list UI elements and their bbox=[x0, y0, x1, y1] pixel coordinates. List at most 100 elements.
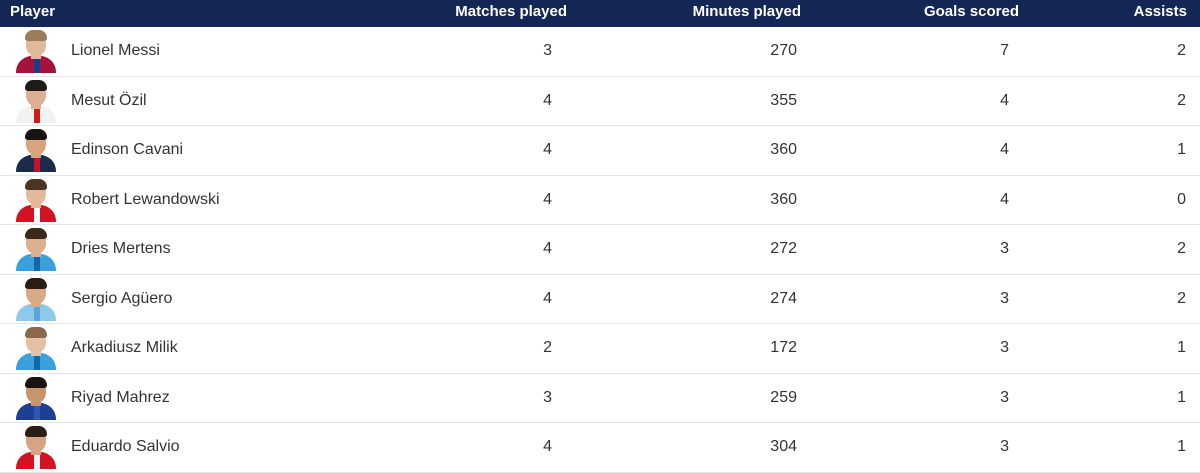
matches-played-value: 3 bbox=[543, 42, 552, 60]
shirt-shape bbox=[16, 303, 56, 321]
matches-played-value: 2 bbox=[543, 339, 552, 357]
table-row[interactable]: Edinson Cavani 4 360 4 1 bbox=[0, 126, 1200, 176]
matches-played-value: 4 bbox=[543, 438, 552, 456]
matches-played-value: 4 bbox=[543, 289, 552, 307]
matches-played-value: 3 bbox=[543, 388, 552, 406]
header-matches-played[interactable]: Matches played bbox=[455, 3, 567, 20]
header-assists[interactable]: Assists bbox=[1133, 3, 1187, 20]
neck-shape bbox=[31, 251, 41, 258]
neck-shape bbox=[31, 53, 41, 60]
matches-played-value: 4 bbox=[543, 91, 552, 109]
table-header: Player Matches played Minutes played Goa… bbox=[0, 0, 1200, 27]
player-name[interactable]: Edinson Cavani bbox=[71, 141, 184, 159]
avatar-cell bbox=[14, 275, 58, 324]
assists-value: 1 bbox=[1177, 339, 1186, 357]
player-name[interactable]: Riyad Mahrez bbox=[71, 388, 170, 406]
neck-shape bbox=[31, 201, 41, 208]
player-name[interactable]: Dries Mertens bbox=[71, 240, 171, 258]
player-photo-icon bbox=[15, 79, 57, 123]
header-goals-scored[interactable]: Goals scored bbox=[923, 3, 1019, 20]
shirt-shape bbox=[16, 105, 56, 123]
table-body: Lionel Messi 3 270 7 2 Mesut Özil 4 355 4 2 Edinso… bbox=[0, 27, 1200, 473]
minutes-played-value: 272 bbox=[770, 240, 797, 258]
player-name[interactable]: Lionel Messi bbox=[71, 42, 160, 60]
neck-shape bbox=[31, 399, 41, 406]
avatar-cell bbox=[14, 176, 58, 225]
avatar-cell bbox=[14, 324, 58, 373]
shirt-shape bbox=[16, 254, 56, 272]
shirt-shape bbox=[16, 155, 56, 173]
avatar-cell bbox=[14, 27, 58, 76]
shirt-shape bbox=[16, 353, 56, 371]
neck-shape bbox=[31, 102, 41, 109]
assists-value: 2 bbox=[1177, 240, 1186, 258]
hair-shape bbox=[25, 79, 47, 91]
shirt-shape bbox=[16, 56, 56, 74]
matches-played-value: 4 bbox=[543, 240, 552, 258]
goals-scored-value: 4 bbox=[1000, 190, 1009, 208]
goals-scored-value: 4 bbox=[1000, 91, 1009, 109]
hair-shape bbox=[25, 129, 47, 141]
goals-scored-value: 4 bbox=[1000, 141, 1009, 159]
table-row[interactable]: Riyad Mahrez 3 259 3 1 bbox=[0, 374, 1200, 423]
avatar-cell bbox=[14, 423, 58, 472]
neck-shape bbox=[31, 300, 41, 307]
minutes-played-value: 172 bbox=[770, 339, 797, 357]
goals-scored-value: 7 bbox=[1000, 42, 1009, 60]
player-photo-icon bbox=[15, 277, 57, 321]
table-row[interactable]: Lionel Messi 3 270 7 2 bbox=[0, 27, 1200, 77]
assists-value: 1 bbox=[1177, 141, 1186, 159]
table-row[interactable]: Robert Lewandowski 4 360 4 0 bbox=[0, 176, 1200, 225]
shirt-shape bbox=[16, 402, 56, 420]
hair-shape bbox=[25, 228, 47, 240]
minutes-played-value: 259 bbox=[770, 388, 797, 406]
table-row[interactable]: Eduardo Salvio 4 304 3 1 bbox=[0, 423, 1200, 473]
table-row[interactable]: Dries Mertens 4 272 3 2 bbox=[0, 225, 1200, 275]
matches-played-value: 4 bbox=[543, 190, 552, 208]
matches-played-value: 4 bbox=[543, 141, 552, 159]
goals-scored-value: 3 bbox=[1000, 339, 1009, 357]
assists-value: 1 bbox=[1177, 438, 1186, 456]
neck-shape bbox=[31, 350, 41, 357]
shirt-shape bbox=[16, 204, 56, 222]
minutes-played-value: 360 bbox=[770, 190, 797, 208]
player-photo-icon bbox=[15, 227, 57, 272]
table-row[interactable]: Arkadiusz Milik 2 172 3 1 bbox=[0, 324, 1200, 374]
minutes-played-value: 270 bbox=[770, 42, 797, 60]
player-photo-icon bbox=[15, 376, 57, 420]
hair-shape bbox=[25, 327, 47, 339]
assists-value: 0 bbox=[1177, 190, 1186, 208]
minutes-played-value: 355 bbox=[770, 91, 797, 109]
assists-value: 2 bbox=[1177, 91, 1186, 109]
hair-shape bbox=[25, 178, 47, 190]
avatar-cell bbox=[14, 225, 58, 274]
player-name[interactable]: Arkadiusz Milik bbox=[71, 339, 178, 357]
player-photo-icon bbox=[15, 29, 57, 74]
goals-scored-value: 3 bbox=[1000, 388, 1009, 406]
minutes-played-value: 304 bbox=[770, 438, 797, 456]
header-player[interactable]: Player bbox=[10, 3, 56, 20]
neck-shape bbox=[31, 449, 41, 456]
player-name[interactable]: Mesut Özil bbox=[71, 91, 147, 109]
player-photo-icon bbox=[15, 128, 57, 173]
avatar-cell bbox=[14, 77, 58, 126]
goals-scored-value: 3 bbox=[1000, 240, 1009, 258]
neck-shape bbox=[31, 152, 41, 159]
hair-shape bbox=[25, 277, 47, 289]
hair-shape bbox=[25, 426, 47, 438]
minutes-played-value: 360 bbox=[770, 141, 797, 159]
goals-scored-value: 3 bbox=[1000, 438, 1009, 456]
assists-value: 2 bbox=[1177, 42, 1186, 60]
player-name[interactable]: Eduardo Salvio bbox=[71, 438, 180, 456]
avatar-cell bbox=[14, 126, 58, 175]
player-name[interactable]: Sergio Agüero bbox=[71, 289, 173, 307]
hair-shape bbox=[25, 376, 47, 388]
goals-scored-value: 3 bbox=[1000, 289, 1009, 307]
hair-shape bbox=[25, 30, 47, 42]
header-minutes-played[interactable]: Minutes played bbox=[692, 3, 801, 20]
minutes-played-value: 274 bbox=[770, 289, 797, 307]
player-name[interactable]: Robert Lewandowski bbox=[71, 190, 220, 208]
avatar-cell bbox=[14, 374, 58, 423]
table-row[interactable]: Mesut Özil 4 355 4 2 bbox=[0, 77, 1200, 126]
table-row[interactable]: Sergio Agüero 4 274 3 2 bbox=[0, 275, 1200, 324]
